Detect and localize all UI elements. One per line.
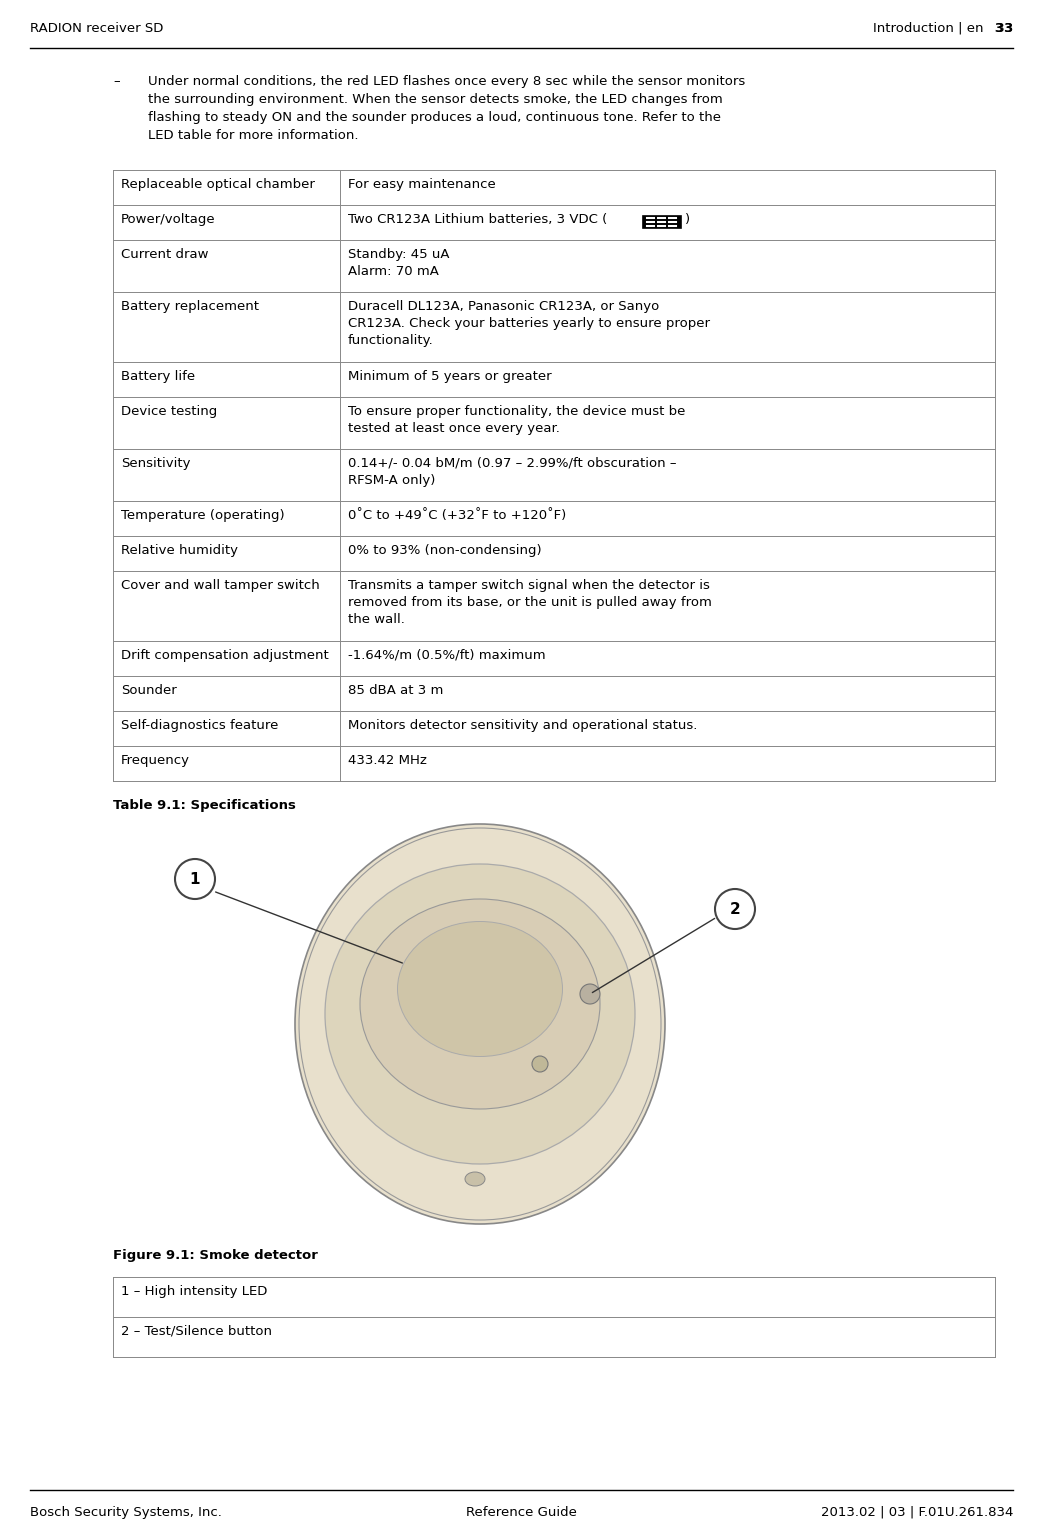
Text: 2013.02 | 03 | F.01U.261.834: 2013.02 | 03 | F.01U.261.834: [821, 1506, 1013, 1519]
Text: –: –: [113, 75, 120, 89]
Text: Power/voltage: Power/voltage: [121, 212, 216, 226]
Text: Two CR123A Lithium batteries, 3 VDC (: Two CR123A Lithium batteries, 3 VDC (: [348, 212, 607, 226]
Text: Replaceable optical chamber: Replaceable optical chamber: [121, 179, 315, 191]
Text: removed from its base, or the unit is pulled away from: removed from its base, or the unit is pu…: [348, 596, 712, 609]
Text: CR123A. Check your batteries yearly to ensure proper: CR123A. Check your batteries yearly to e…: [348, 318, 710, 330]
Ellipse shape: [325, 864, 635, 1164]
Text: Battery life: Battery life: [121, 370, 195, 383]
Text: functionality.: functionality.: [348, 334, 434, 347]
Text: 2 – Test/Silence button: 2 – Test/Silence button: [121, 1325, 272, 1338]
Text: the wall.: the wall.: [348, 612, 405, 626]
Text: Sounder: Sounder: [121, 684, 176, 696]
Text: Current draw: Current draw: [121, 247, 209, 261]
Text: 85 dBA at 3 m: 85 dBA at 3 m: [348, 684, 443, 696]
Text: Battery replacement: Battery replacement: [121, 299, 259, 313]
Text: Self-diagnostics feature: Self-diagnostics feature: [121, 719, 278, 731]
Text: 1 – High intensity LED: 1 – High intensity LED: [121, 1286, 267, 1298]
Text: Standby: 45 uA: Standby: 45 uA: [348, 247, 450, 261]
Text: To ensure proper functionality, the device must be: To ensure proper functionality, the devi…: [348, 405, 685, 418]
Text: Sensitivity: Sensitivity: [121, 457, 191, 470]
Text: Reference Guide: Reference Guide: [465, 1506, 577, 1519]
Text: Device testing: Device testing: [121, 405, 217, 418]
Text: RADION receiver SD: RADION receiver SD: [30, 21, 164, 35]
Bar: [642, 215, 681, 228]
Text: Drift compensation adjustment: Drift compensation adjustment: [121, 649, 329, 663]
Text: Relative humidity: Relative humidity: [121, 544, 238, 557]
Circle shape: [715, 889, 755, 928]
Text: RFSM-A only): RFSM-A only): [348, 473, 435, 487]
Text: -1.64%/m (0.5%/ft) maximum: -1.64%/m (0.5%/ft) maximum: [348, 649, 545, 663]
Ellipse shape: [465, 1173, 485, 1186]
Text: flashing to steady ON and the sounder produces a loud, continuous tone. Refer to: flashing to steady ON and the sounder pr…: [148, 111, 721, 124]
Text: Under normal conditions, the red LED flashes once every 8 sec while the sensor m: Under normal conditions, the red LED fla…: [148, 75, 746, 89]
Text: the surrounding environment. When the sensor detects smoke, the LED changes from: the surrounding environment. When the se…: [148, 93, 723, 105]
Text: Bosch Security Systems, Inc.: Bosch Security Systems, Inc.: [30, 1506, 222, 1519]
Circle shape: [532, 1057, 548, 1072]
Text: LED table for more information.: LED table for more information.: [148, 128, 359, 142]
Text: Cover and wall tamper switch: Cover and wall tamper switch: [121, 579, 320, 592]
Text: Temperature (operating): Temperature (operating): [121, 508, 285, 522]
Text: Alarm: 70 mA: Alarm: 70 mA: [348, 266, 439, 278]
Text: 0% to 93% (non-condensing): 0% to 93% (non-condensing): [348, 544, 541, 557]
Ellipse shape: [360, 899, 600, 1109]
Text: 433.42 MHz: 433.42 MHz: [348, 754, 427, 767]
Text: Table 9.1: Specifications: Table 9.1: Specifications: [113, 799, 296, 812]
Ellipse shape: [397, 921, 562, 1057]
Text: 2: 2: [730, 901, 741, 916]
Text: 0˚C to +49˚C (+32˚F to +120˚F): 0˚C to +49˚C (+32˚F to +120˚F): [348, 508, 566, 522]
Text: Duracell DL123A, Panasonic CR123A, or Sanyo: Duracell DL123A, Panasonic CR123A, or Sa…: [348, 299, 659, 313]
Text: Monitors detector sensitivity and operational status.: Monitors detector sensitivity and operat…: [348, 719, 698, 731]
Text: tested at least once every year.: tested at least once every year.: [348, 421, 560, 435]
Text: 33: 33: [819, 21, 1013, 35]
Text: Frequency: Frequency: [121, 754, 190, 767]
Circle shape: [580, 983, 600, 1003]
Text: Figure 9.1: Smoke detector: Figure 9.1: Smoke detector: [113, 1249, 318, 1261]
Text: 0.14+/- 0.04 bM/m (0.97 – 2.99%/ft obscuration –: 0.14+/- 0.04 bM/m (0.97 – 2.99%/ft obscu…: [348, 457, 677, 470]
Ellipse shape: [295, 825, 665, 1225]
Text: Minimum of 5 years or greater: Minimum of 5 years or greater: [348, 370, 552, 383]
Text: ): ): [685, 212, 690, 226]
Text: For easy maintenance: For easy maintenance: [348, 179, 495, 191]
Circle shape: [175, 860, 215, 899]
Text: Introduction | en   33: Introduction | en 33: [873, 21, 1013, 35]
Text: 1: 1: [190, 872, 200, 887]
Text: Transmits a tamper switch signal when the detector is: Transmits a tamper switch signal when th…: [348, 579, 710, 592]
